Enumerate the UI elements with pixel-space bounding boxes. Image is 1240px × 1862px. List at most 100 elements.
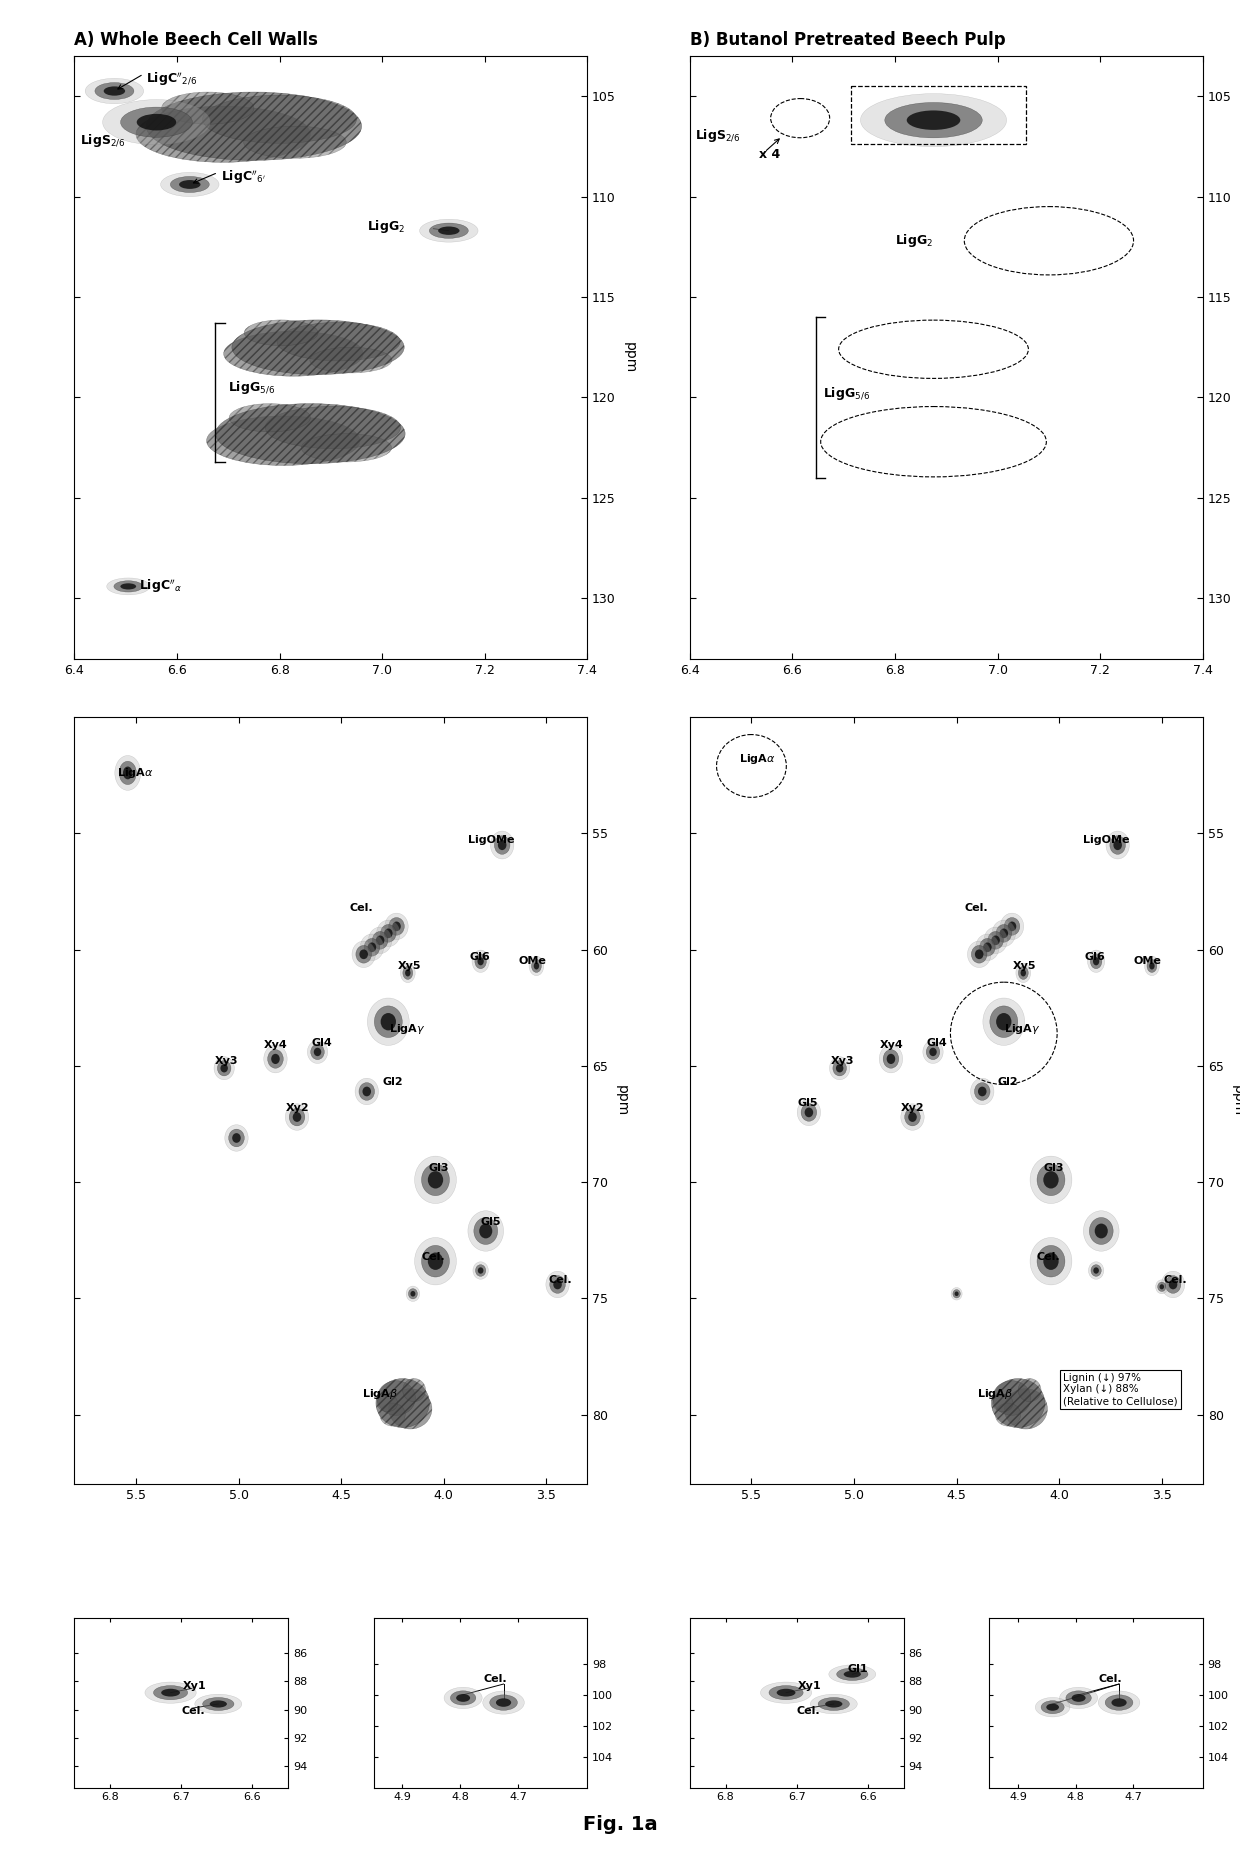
Ellipse shape bbox=[86, 78, 144, 104]
Ellipse shape bbox=[285, 1104, 309, 1130]
Ellipse shape bbox=[360, 950, 368, 959]
Ellipse shape bbox=[268, 1050, 283, 1069]
Ellipse shape bbox=[967, 940, 991, 968]
Ellipse shape bbox=[264, 1045, 288, 1073]
Text: Cel.: Cel. bbox=[797, 1706, 821, 1717]
Ellipse shape bbox=[833, 1061, 847, 1076]
Text: Cel.: Cel. bbox=[548, 1275, 572, 1285]
Ellipse shape bbox=[978, 1087, 987, 1097]
Ellipse shape bbox=[1090, 1218, 1114, 1244]
Ellipse shape bbox=[546, 1272, 569, 1298]
Ellipse shape bbox=[244, 320, 317, 346]
Text: OMe: OMe bbox=[518, 957, 547, 966]
Ellipse shape bbox=[1114, 840, 1122, 851]
Ellipse shape bbox=[419, 220, 479, 242]
Ellipse shape bbox=[529, 957, 544, 976]
Text: LigG$_2$: LigG$_2$ bbox=[367, 218, 405, 235]
Ellipse shape bbox=[414, 1238, 456, 1285]
Ellipse shape bbox=[104, 86, 125, 95]
Text: Cel.: Cel. bbox=[181, 1706, 205, 1717]
Ellipse shape bbox=[365, 938, 379, 957]
Ellipse shape bbox=[1071, 1694, 1085, 1702]
Ellipse shape bbox=[836, 1063, 843, 1073]
Ellipse shape bbox=[265, 406, 401, 449]
Ellipse shape bbox=[776, 1689, 796, 1696]
Ellipse shape bbox=[310, 346, 392, 372]
Ellipse shape bbox=[1066, 1691, 1091, 1706]
Ellipse shape bbox=[1162, 1272, 1184, 1298]
Ellipse shape bbox=[179, 181, 201, 188]
Ellipse shape bbox=[1099, 1691, 1140, 1715]
Ellipse shape bbox=[136, 114, 176, 130]
Ellipse shape bbox=[120, 583, 136, 590]
Ellipse shape bbox=[216, 404, 405, 464]
Ellipse shape bbox=[951, 1287, 962, 1300]
Text: Xy1: Xy1 bbox=[799, 1681, 822, 1691]
Text: Xy3: Xy3 bbox=[831, 1056, 854, 1067]
Text: LigOMe: LigOMe bbox=[467, 836, 515, 845]
Ellipse shape bbox=[120, 108, 192, 138]
Text: LigS$_{2/6}$: LigS$_{2/6}$ bbox=[79, 132, 125, 149]
Ellipse shape bbox=[161, 91, 254, 125]
Ellipse shape bbox=[224, 1125, 248, 1151]
Ellipse shape bbox=[553, 1279, 562, 1289]
Text: Gl5: Gl5 bbox=[797, 1099, 818, 1108]
Ellipse shape bbox=[407, 1287, 419, 1302]
Y-axis label: ppm: ppm bbox=[615, 1086, 629, 1117]
Ellipse shape bbox=[477, 957, 484, 965]
Y-axis label: ppm: ppm bbox=[622, 343, 637, 372]
Text: LigC$''_{\alpha}$: LigC$''_{\alpha}$ bbox=[139, 577, 182, 596]
Text: Gl6: Gl6 bbox=[469, 951, 490, 961]
Ellipse shape bbox=[1037, 1246, 1065, 1277]
Ellipse shape bbox=[991, 935, 999, 946]
Ellipse shape bbox=[381, 1013, 396, 1030]
Ellipse shape bbox=[1092, 957, 1100, 965]
Ellipse shape bbox=[1059, 1687, 1097, 1709]
Text: Cel.: Cel. bbox=[1164, 1275, 1188, 1285]
Text: Gl2: Gl2 bbox=[382, 1078, 403, 1087]
Ellipse shape bbox=[301, 434, 392, 462]
Ellipse shape bbox=[879, 1045, 903, 1073]
Ellipse shape bbox=[223, 331, 363, 376]
Ellipse shape bbox=[405, 970, 410, 976]
Ellipse shape bbox=[992, 1378, 1045, 1428]
Ellipse shape bbox=[232, 1134, 241, 1143]
Ellipse shape bbox=[999, 929, 1008, 938]
Ellipse shape bbox=[923, 1041, 944, 1063]
Ellipse shape bbox=[146, 91, 362, 160]
Ellipse shape bbox=[1145, 957, 1159, 976]
Text: Xy1: Xy1 bbox=[182, 1681, 206, 1691]
Text: Xy2: Xy2 bbox=[901, 1102, 925, 1113]
Bar bbox=[852, 86, 1025, 143]
Ellipse shape bbox=[358, 1082, 374, 1100]
Text: Xy5: Xy5 bbox=[1013, 961, 1037, 970]
Ellipse shape bbox=[1094, 1268, 1099, 1274]
Ellipse shape bbox=[1090, 953, 1102, 968]
Ellipse shape bbox=[996, 925, 1012, 942]
Ellipse shape bbox=[308, 1041, 327, 1063]
Ellipse shape bbox=[1087, 950, 1105, 972]
Text: Xy3: Xy3 bbox=[215, 1056, 238, 1067]
Ellipse shape bbox=[228, 1128, 244, 1147]
Ellipse shape bbox=[929, 1048, 936, 1056]
Text: Gl5: Gl5 bbox=[481, 1216, 501, 1227]
Ellipse shape bbox=[207, 415, 360, 466]
Ellipse shape bbox=[988, 931, 1003, 950]
Ellipse shape bbox=[1156, 1279, 1168, 1294]
Ellipse shape bbox=[123, 767, 133, 780]
Ellipse shape bbox=[438, 227, 460, 235]
Ellipse shape bbox=[1095, 1223, 1107, 1238]
Ellipse shape bbox=[908, 1112, 916, 1123]
Ellipse shape bbox=[372, 931, 388, 950]
Ellipse shape bbox=[1004, 918, 1019, 935]
Ellipse shape bbox=[376, 1378, 429, 1428]
Ellipse shape bbox=[883, 1050, 899, 1069]
Ellipse shape bbox=[1018, 966, 1028, 979]
Ellipse shape bbox=[202, 95, 357, 143]
Text: OMe: OMe bbox=[1133, 957, 1162, 966]
Ellipse shape bbox=[1158, 1283, 1166, 1292]
Ellipse shape bbox=[368, 927, 392, 953]
Text: LigA$\beta$: LigA$\beta$ bbox=[977, 1387, 1013, 1400]
Text: A) Whole Beech Cell Walls: A) Whole Beech Cell Walls bbox=[74, 32, 319, 48]
Ellipse shape bbox=[379, 1404, 405, 1426]
